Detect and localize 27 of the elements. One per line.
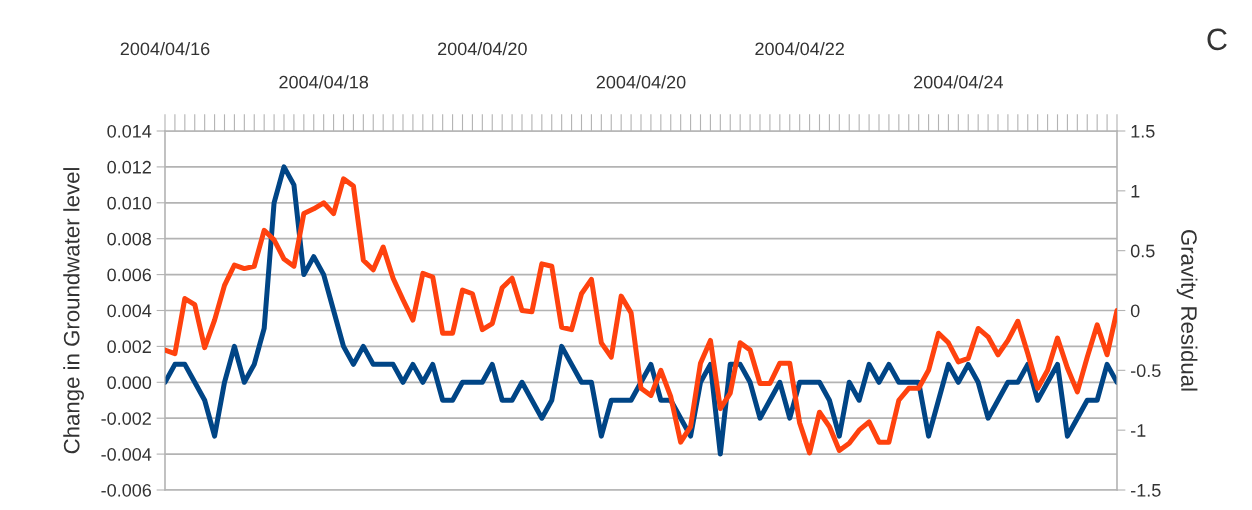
y-tick-label: -0.002	[101, 412, 151, 425]
y2-tick-label: 0.5	[1130, 244, 1155, 258]
y2-tick-label: -0.5	[1131, 364, 1161, 378]
y-tick-label: 0.010	[107, 196, 152, 210]
y-tick-label: -0.004	[101, 448, 152, 461]
y2-tick-label: 0	[1130, 304, 1140, 318]
x-tick-label: 2004/04/22	[755, 41, 844, 56]
y2-tick-label: 1	[1131, 184, 1140, 198]
y2-tick-label: -1.5	[1131, 484, 1161, 497]
text: C	[1207, 28, 1227, 51]
x-tick-label: 2004/04/20	[438, 41, 527, 56]
y-tick-label: 0.002	[107, 340, 151, 354]
y-tick-label: 0.014	[107, 124, 152, 138]
y2-tick-label: -1	[1131, 424, 1146, 437]
y-tick-label: -0.006	[101, 483, 152, 497]
y2-axis-title: Gravity Residual	[1176, 230, 1198, 391]
y-axis-title: Change in Groundwater level	[63, 168, 84, 454]
y-tick-label: 0.008	[107, 232, 152, 246]
x-tick-label: 2004/04/20	[596, 75, 686, 89]
y-tick-label: 0.012	[107, 160, 151, 174]
y-tick-label: 0.000	[107, 376, 152, 390]
x-tick-label: 2004/04/16	[120, 41, 210, 56]
x-tick-label: 2004/04/18	[279, 75, 369, 89]
y-tick-label: 0.004	[107, 304, 152, 318]
x-tick-label: 2004/04/24	[914, 75, 1003, 89]
y2-tick-label: 1.5	[1131, 125, 1155, 138]
y-tick-label: 0.006	[107, 268, 152, 282]
